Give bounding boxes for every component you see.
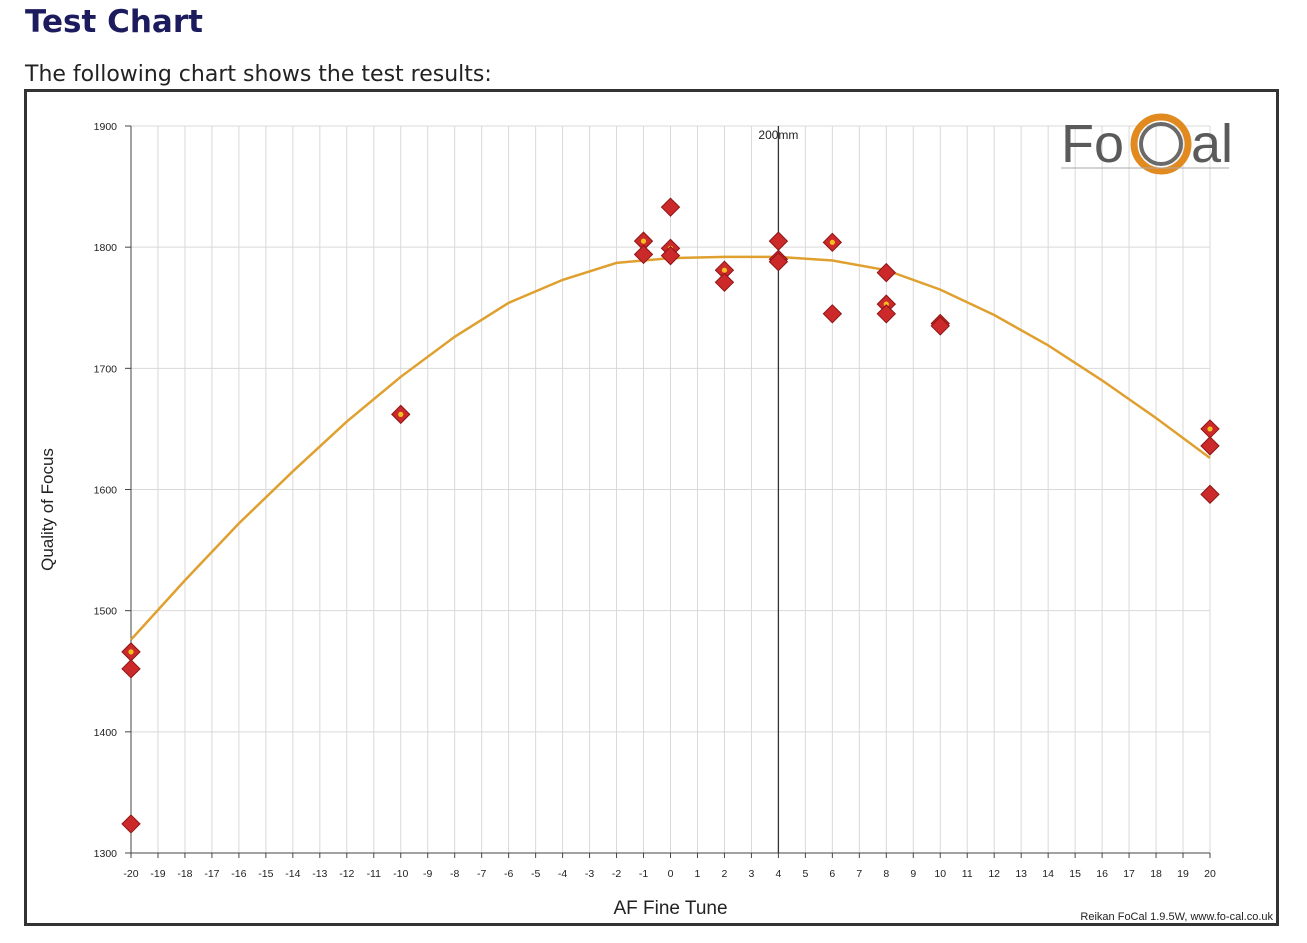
data-point	[660, 245, 681, 266]
y-tick-label: 1900	[94, 121, 118, 133]
x-tick-labels: -20 -19 -18 -17 -16 -15 -14 -13 -12 -11 -10 -9 -8 -7-…	[123, 853, 1216, 880]
grid-lines	[130, 125, 1211, 854]
x-tick-label: 10	[934, 868, 946, 880]
x-tick-label: -6	[504, 868, 513, 880]
x-axis-label: AF Fine Tune	[613, 898, 727, 919]
logo-c-icon	[1139, 122, 1183, 166]
x-tick-label: 18	[1150, 868, 1162, 880]
x-tick-label: -11	[367, 868, 382, 880]
focal-length-label: 200mm	[758, 128, 798, 142]
y-axis-label: Quality of Focus	[38, 448, 57, 571]
data-point	[876, 262, 897, 283]
x-tick-label: -5	[531, 868, 540, 880]
logo-text-right: al	[1191, 114, 1233, 174]
footer-credit: Reikan FoCal 1.9.5W, www.fo-cal.co.uk	[1080, 911, 1273, 923]
data-point	[121, 814, 141, 834]
data-point-mean-dot	[640, 238, 647, 244]
y-tick-label: 1800	[94, 242, 118, 254]
y-tick-label: 1700	[94, 363, 118, 375]
data-point	[768, 251, 789, 272]
data-point-mean-dot	[1207, 426, 1213, 432]
y-tick-label: 1500	[94, 606, 118, 618]
data-point-mean-dot	[128, 649, 134, 655]
x-tick-label: -14	[285, 868, 300, 880]
x-tick-label: 11	[962, 868, 973, 880]
data-point	[660, 197, 681, 217]
x-tick-label: 6	[829, 868, 835, 880]
x-tick-label: -19	[150, 868, 165, 880]
x-tick-label: -13	[312, 868, 327, 880]
page-title: Test Chart	[25, 4, 203, 40]
data-point	[714, 272, 735, 293]
x-tick-label: -12	[339, 868, 354, 880]
x-tick-label: 1	[695, 868, 701, 880]
x-tick-label: -16	[231, 868, 246, 880]
data-point	[121, 659, 141, 679]
y-tick-labels: 1300 1400 1500 1600 1700 1800 1900	[94, 121, 131, 860]
focal-logo: Fo al	[1061, 113, 1233, 175]
x-tick-label: 3	[749, 868, 755, 880]
intro-text: The following chart shows the test resul…	[25, 62, 492, 87]
data-point-mean-dot	[829, 239, 835, 245]
y-tick-label: 1600	[94, 485, 118, 497]
x-tick-label: -8	[450, 868, 459, 880]
data-point	[633, 244, 654, 265]
x-tick-label: 8	[883, 868, 889, 880]
data-point-mean-dot	[398, 411, 404, 417]
x-tick-label: -17	[204, 868, 219, 880]
x-tick-label: -7	[477, 868, 486, 880]
data-point	[1200, 436, 1220, 456]
x-tick-label: -4	[558, 868, 567, 880]
x-tick-label: 9	[910, 868, 916, 880]
x-tick-label: 5	[802, 868, 808, 880]
x-tick-label: -3	[585, 868, 594, 880]
x-tick-label: -2	[612, 868, 621, 880]
y-tick-label: 1300	[94, 848, 118, 860]
data-point	[876, 304, 897, 324]
x-tick-label: 2	[722, 868, 728, 880]
x-tick-label: 15	[1069, 868, 1081, 880]
x-tick-label: -1	[639, 868, 648, 880]
data-point	[1200, 484, 1220, 505]
x-tick-label: -10	[393, 868, 408, 880]
logo-text-left: Fo	[1061, 114, 1124, 174]
x-tick-label: 17	[1123, 868, 1135, 880]
data-point-mean-dot	[721, 267, 728, 273]
chart-frame: 1300 1400 1500 1600 1700 1800 1900 -20 -19 -18 -1…	[24, 89, 1279, 926]
logo-ring-icon	[1130, 113, 1192, 175]
x-tick-label: 12	[988, 868, 1000, 880]
data-points	[121, 197, 1220, 834]
x-tick-label: 13	[1015, 868, 1027, 880]
y-tick-label: 1400	[94, 727, 118, 739]
data-point	[930, 316, 950, 336]
x-tick-label: 4	[775, 868, 781, 880]
x-tick-label: 7	[856, 868, 862, 880]
x-tick-label: -18	[177, 868, 192, 880]
x-tick-label: -9	[423, 868, 432, 880]
x-tick-label: 0	[668, 868, 674, 880]
x-tick-label: 19	[1177, 868, 1189, 880]
x-tick-label: 20	[1204, 868, 1216, 880]
x-tick-label: 16	[1096, 868, 1108, 880]
data-point	[822, 304, 843, 324]
x-tick-label: 14	[1042, 868, 1054, 880]
x-tick-label: -20	[123, 868, 138, 880]
x-tick-label: -15	[258, 868, 273, 880]
